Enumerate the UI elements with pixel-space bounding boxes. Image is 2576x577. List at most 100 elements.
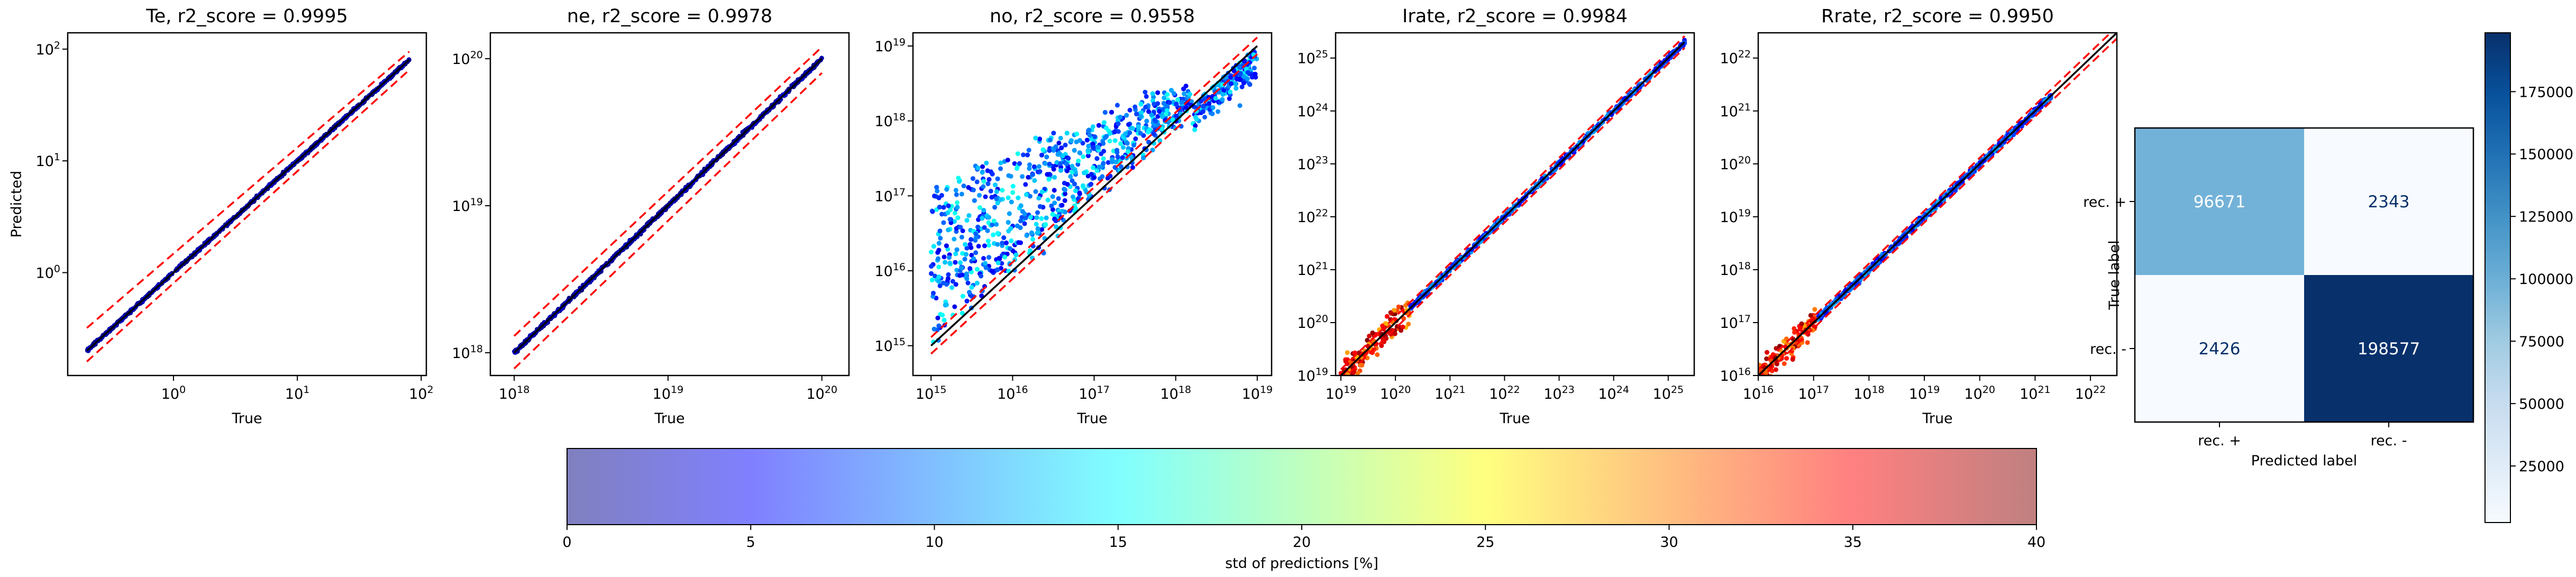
scatter-point [986, 255, 991, 260]
y-tick-label: 1015 [874, 336, 906, 355]
scatter-point [1090, 141, 1095, 146]
scatter-point [1136, 124, 1141, 130]
y-tick-label: 102 [36, 40, 60, 58]
scatter-point [1039, 152, 1044, 158]
identity-line [86, 59, 410, 352]
scatter-point [1035, 226, 1040, 231]
scatter-point [944, 243, 949, 249]
scatter-point [1127, 130, 1132, 135]
scatter-point [1039, 189, 1045, 195]
scatter-point [990, 222, 995, 227]
scatter-point [954, 192, 959, 197]
y-tick-label: 1022 [1297, 207, 1328, 226]
x-tick-label: 1023 [1543, 384, 1575, 402]
scatter-point [1110, 157, 1115, 162]
scatter-point [1022, 221, 1027, 226]
scatter-point [959, 191, 964, 197]
y-tick-label: 1017 [874, 186, 906, 205]
scatter-point [955, 200, 960, 205]
scatter-point [1356, 350, 1362, 355]
scatter-point [1008, 226, 1013, 231]
scatter-point [1399, 328, 1404, 333]
scatter-point [1016, 240, 1021, 245]
scatter-point [1050, 212, 1055, 217]
scatter-point [1043, 161, 1048, 166]
x-category-label: rec. + [2198, 433, 2241, 449]
scatter-point [1162, 95, 1167, 100]
axes-frame [1757, 32, 2118, 377]
scatter-point [947, 217, 953, 222]
axes-frame [489, 32, 850, 377]
scatter-point [982, 243, 987, 249]
scatter-point [983, 261, 988, 266]
scatter-point [960, 294, 965, 299]
lower-band-line [513, 72, 823, 370]
scatter-point [1384, 321, 1389, 326]
scatter-point [1146, 109, 1152, 114]
scatter-point [964, 276, 970, 281]
scatter-point [979, 273, 983, 279]
colorbar-tick-label: 40 [2027, 534, 2045, 551]
scatter-point [1345, 372, 1350, 375]
scatter-point [1024, 233, 1029, 238]
scatter-point [935, 188, 940, 194]
scatter-point [1384, 314, 1390, 319]
scatter-point [960, 272, 965, 278]
x-tick-label: 1019 [653, 384, 684, 402]
scatter-point [1143, 89, 1148, 95]
scatter-point [1101, 149, 1107, 154]
scatter-point [967, 266, 973, 271]
scatter-point [1165, 104, 1170, 108]
scatter-point [1077, 191, 1082, 196]
scatter-point [960, 310, 965, 316]
scatter-point [929, 277, 935, 282]
scatter-point [1016, 195, 1021, 200]
scatter-point [998, 265, 1003, 271]
scatter-point [1210, 105, 1216, 110]
scatter-point [1237, 103, 1243, 108]
scatter-point [1040, 147, 1046, 152]
scatter-point [1171, 91, 1176, 96]
colorbar-tick-label: 30 [1660, 534, 1678, 551]
scatter-point [1054, 224, 1059, 230]
scatter-point [1133, 136, 1138, 141]
scatter-point [974, 179, 980, 185]
scatter-point [1249, 75, 1255, 80]
scatter-point [937, 283, 943, 288]
scatter-point [1116, 121, 1121, 126]
scatter-point [1121, 135, 1126, 140]
confusion-cell [2135, 275, 2304, 422]
y-tick-label: 1019 [874, 36, 906, 55]
scatter-point [1026, 148, 1031, 153]
y-tick-label: 1019 [1720, 207, 1751, 226]
y-tick-label: 101 [36, 151, 60, 170]
scatter-point [1030, 236, 1035, 242]
scatter-point [1146, 130, 1150, 134]
x-tick-label: 1016 [997, 384, 1028, 402]
scatter-point [1125, 141, 1130, 146]
scatter-point [947, 255, 952, 260]
scatter-point [1808, 313, 1813, 318]
scatter-point [1790, 357, 1795, 362]
scatter-point [1017, 161, 1022, 166]
scatter-point [1149, 112, 1154, 117]
scatter-point [1193, 123, 1198, 129]
scatter-point [959, 234, 964, 240]
x-tick-label: 1019 [1326, 384, 1357, 402]
scatter-point [946, 272, 951, 277]
scatter-point [1370, 330, 1375, 335]
scatter-point [969, 294, 974, 299]
confusion-matrix: 96671 2343 2426 198577 rec. + rec. - rec. + rec… [2083, 127, 2474, 469]
scatter-point [995, 200, 1000, 206]
scatter-point [1072, 181, 1077, 187]
scatter-point [1165, 92, 1170, 97]
scatter-point [1091, 145, 1096, 150]
scatter-point [995, 267, 1000, 272]
scatter-point [986, 215, 991, 220]
scatter-point [1052, 188, 1057, 193]
scatter-point [994, 196, 999, 202]
colorbar-gradient [2484, 32, 2511, 523]
scatter-point [1202, 115, 1208, 120]
axes-frame [912, 32, 1273, 377]
